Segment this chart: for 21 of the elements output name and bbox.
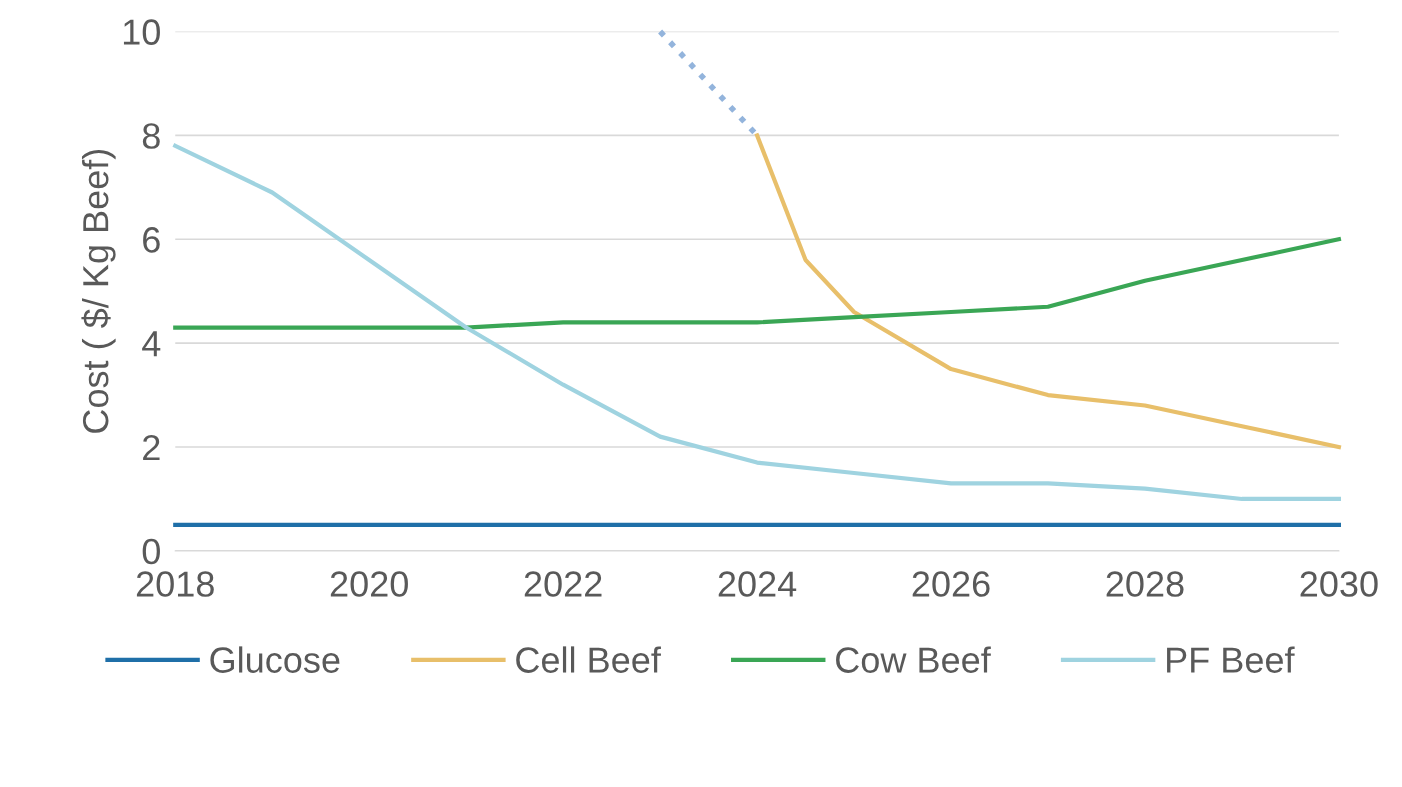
x-tick-label: 2028 xyxy=(1106,571,1184,597)
y-tick-label: 2 xyxy=(143,434,160,461)
y-axis-title: Cost ( $/ Kg Beef) xyxy=(81,149,116,433)
y-tick-label: 10 xyxy=(123,19,160,45)
legend-label: PF Beef xyxy=(1167,646,1295,673)
y-tick-label: 4 xyxy=(142,331,161,357)
legend-label: Cow Beef xyxy=(836,646,991,673)
x-tick-label: 2022 xyxy=(524,571,602,597)
y-tick-label: 6 xyxy=(143,227,160,253)
legend-label: Glucose xyxy=(210,646,340,673)
y-tick-label: 8 xyxy=(142,123,160,149)
x-tick-label: 2026 xyxy=(912,571,990,597)
x-tick-label: 2024 xyxy=(718,571,797,597)
legend-label: Cell Beef xyxy=(516,646,661,673)
x-tick-label: 2030 xyxy=(1300,571,1378,597)
x-tick-label: 2020 xyxy=(330,571,408,597)
y-tick-label: 0 xyxy=(142,538,160,565)
x-tick-label: 2018 xyxy=(136,571,214,597)
line-series xyxy=(754,133,1341,450)
line-series xyxy=(173,237,1341,330)
line-series xyxy=(173,143,1341,502)
